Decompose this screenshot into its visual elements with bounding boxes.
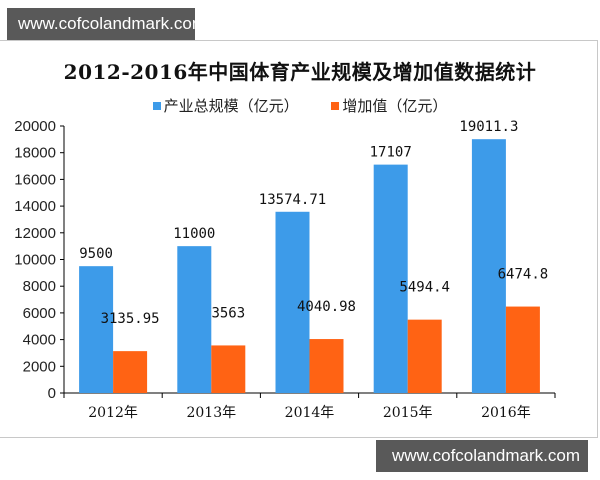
watermark-bottom: www.cofcolandmark.com xyxy=(376,440,588,472)
bar-added-value xyxy=(309,339,344,393)
legend: 产业总规模（亿元） 增加值（亿元） xyxy=(0,95,600,116)
y-tick-label: 20000 xyxy=(14,118,56,135)
data-label: 3135.95 xyxy=(101,311,160,327)
bar-total xyxy=(275,211,310,393)
y-tick-label: 16000 xyxy=(14,171,56,188)
y-tick-label: 2000 xyxy=(23,358,56,375)
legend-item-added-value: 增加值（亿元） xyxy=(331,95,447,116)
data-label: 6474.8 xyxy=(498,267,549,283)
bar-added-value xyxy=(407,319,442,393)
data-label: 5494.4 xyxy=(399,280,450,296)
bar-total xyxy=(177,246,212,393)
legend-item-total: 产业总规模（亿元） xyxy=(152,95,299,116)
legend-swatch-orange-icon xyxy=(331,101,340,110)
y-tick-label: 4000 xyxy=(23,332,56,349)
data-label: 4040.98 xyxy=(297,299,356,315)
y-tick-label: 0 xyxy=(48,385,56,402)
data-label: 19011.3 xyxy=(459,119,518,135)
y-tick-label: 14000 xyxy=(14,198,56,215)
bar-total xyxy=(471,139,506,393)
data-label: 17107 xyxy=(370,145,412,161)
data-label: 9500 xyxy=(79,246,113,262)
y-tick-label: 8000 xyxy=(23,278,56,295)
bar-added-value xyxy=(113,351,148,393)
y-tick-label: 18000 xyxy=(14,145,56,162)
y-tick-label: 10000 xyxy=(14,252,56,269)
legend-label-added-value: 增加值（亿元） xyxy=(342,97,448,115)
y-tick-label: 6000 xyxy=(23,305,56,322)
x-tick-label: 2013年 xyxy=(186,405,236,421)
watermark-top: www.cofcolandmark.com xyxy=(7,8,206,40)
x-tick-label: 2012年 xyxy=(88,405,138,421)
data-label: 11000 xyxy=(173,226,215,242)
y-tick-label: 12000 xyxy=(14,225,56,242)
x-tick-label: 2015年 xyxy=(383,405,433,421)
bar-added-value xyxy=(211,345,246,393)
data-label: 13574.71 xyxy=(259,192,326,208)
x-tick-label: 2016年 xyxy=(481,405,531,421)
data-label: 3563 xyxy=(211,305,245,321)
x-tick-label: 2014年 xyxy=(285,405,335,421)
legend-swatch-blue-icon xyxy=(152,101,161,110)
bar-total xyxy=(373,164,408,393)
legend-label-total: 产业总规模（亿元） xyxy=(163,97,299,115)
chart-title: 2012-2016年中国体育产业规模及增加值数据统计 xyxy=(63,60,537,84)
bar-total xyxy=(79,266,114,393)
bar-added-value xyxy=(505,306,540,393)
